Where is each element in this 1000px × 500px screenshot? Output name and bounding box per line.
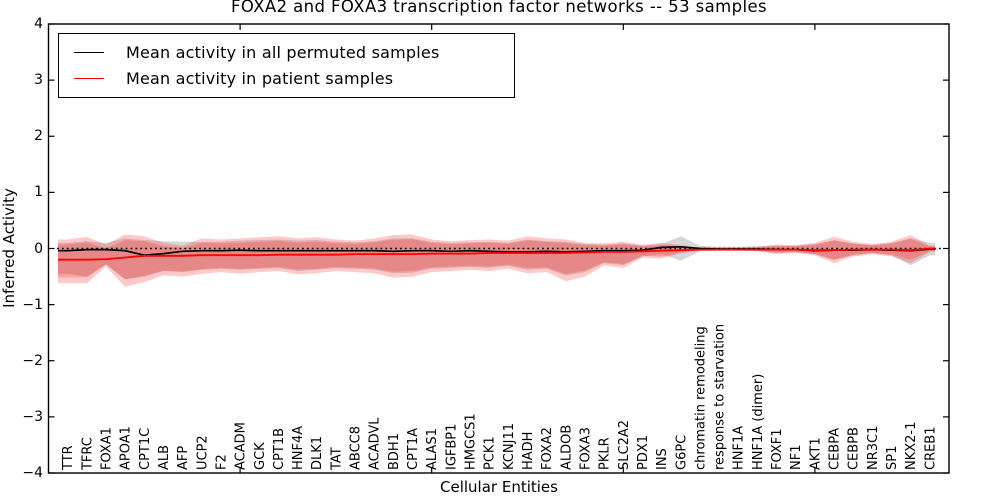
x-tick-label: FOXA1 <box>99 427 114 470</box>
x-tick-label: NR3C1 <box>866 426 881 470</box>
x-tick-label: CEBPA <box>828 428 843 470</box>
x-tick-label: AFP <box>176 446 191 470</box>
legend-entry-patient: Mean activity in patient samples <box>59 68 514 90</box>
x-tick-label: BDH1 <box>387 433 402 470</box>
x-tick-label: FOXF1 <box>770 428 785 470</box>
x-tick-label: F2 <box>214 454 229 470</box>
x-tick-label: APOA1 <box>119 426 134 470</box>
y-tick-label: 3 <box>34 72 43 89</box>
y-tick-label: 2 <box>34 128 43 145</box>
x-tick-label: NKX2-1 <box>904 422 919 470</box>
x-tick-label: ALB <box>157 445 172 470</box>
y-tick-label: −4 <box>22 465 43 481</box>
y-tick-label: −1 <box>22 296 43 313</box>
chart-title: FOXA2 and FOXA3 transcription factor net… <box>231 0 767 16</box>
x-axis-label: Cellular Entities <box>440 478 558 496</box>
x-tick-label: G6PC <box>674 435 689 470</box>
x-tick-label: DLK1 <box>310 436 325 470</box>
x-tick-label: PKLR <box>598 437 613 470</box>
legend-entry-permuted: Mean activity in all permuted samples <box>59 41 514 63</box>
x-tick-label: TTR <box>61 445 76 471</box>
x-tick-label: INS <box>655 448 670 470</box>
band-patient-range-outer <box>58 234 935 287</box>
x-tick-label: UCP2 <box>195 435 210 470</box>
x-tick-label: FOXA2 <box>540 427 555 470</box>
x-tick-label: TFRC <box>80 437 95 471</box>
legend-line-patient-icon <box>74 78 104 80</box>
x-tick-label: PCK1 <box>483 436 498 470</box>
x-tick-label: CPT1C <box>138 428 153 470</box>
x-tick-label: HNF1A (dimer) <box>751 374 766 470</box>
band-permuted-range <box>58 236 935 280</box>
x-tick-label: AKT1 <box>808 437 823 470</box>
x-tick-label: NF1 <box>789 445 804 470</box>
x-tick-label: ALDOB <box>559 425 574 470</box>
x-tick-label: HMGCS1 <box>464 413 479 470</box>
x-tick-label: chromatin remodeling <box>693 326 708 470</box>
y-tick-label: 1 <box>34 184 43 201</box>
x-tick-label: TAT <box>329 447 344 471</box>
y-tick-label: −3 <box>22 408 43 425</box>
x-tick-label: IGFBP1 <box>444 424 459 470</box>
x-tick-label: ALAS1 <box>425 428 440 470</box>
legend-line-permuted-icon <box>74 51 104 53</box>
legend-label-permuted: Mean activity in all permuted samples <box>126 42 440 62</box>
x-tick-label: HADH <box>521 432 536 470</box>
x-tick-label: ACADM <box>234 422 249 470</box>
x-tick-label: CREB1 <box>923 426 938 470</box>
y-tick-label: −2 <box>22 352 43 369</box>
x-tick-label: PDX1 <box>636 435 651 470</box>
x-tick-label: CPT1A <box>406 428 421 470</box>
x-tick-label: response to starvation <box>713 324 728 470</box>
y-tick-label: 4 <box>34 16 43 32</box>
x-tick-label: CEBPB <box>847 427 862 470</box>
x-tick-label: HNF1A <box>732 426 747 470</box>
legend-box: Mean activity in all permuted samples Me… <box>58 33 515 98</box>
x-tick-label: GCK <box>253 442 268 470</box>
y-tick-label: 0 <box>34 240 43 257</box>
legend-label-patient: Mean activity in patient samples <box>126 69 394 89</box>
x-tick-label: HNF4A <box>291 426 306 470</box>
x-tick-label: CPT1B <box>272 428 287 470</box>
x-tick-label: SLC2A2 <box>617 420 632 470</box>
x-tick-label: SP1 <box>885 446 900 470</box>
x-tick-label: FOXA3 <box>578 427 593 470</box>
x-tick-label: ACADVL <box>368 417 383 470</box>
x-tick-label: ABCC8 <box>349 426 364 470</box>
x-tick-label: KCNJ11 <box>502 423 517 470</box>
line-mean-patient <box>58 247 935 261</box>
